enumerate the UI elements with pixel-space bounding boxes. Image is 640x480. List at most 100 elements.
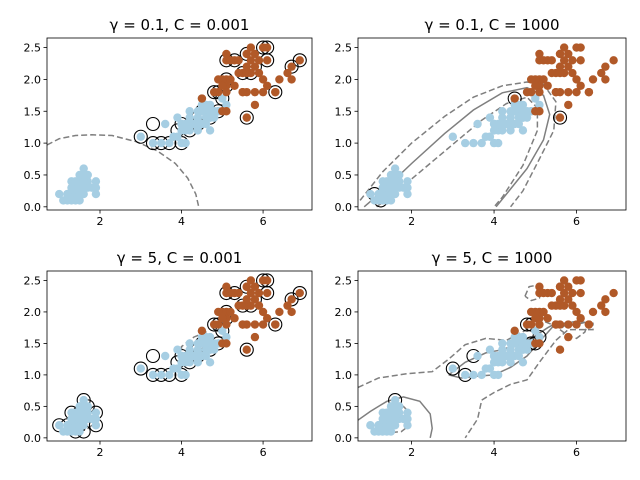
virginica-point <box>526 307 536 317</box>
versicolor-point <box>481 364 491 373</box>
virginica-point <box>564 100 573 110</box>
virginica-point <box>601 62 610 71</box>
support-vector-ring <box>268 317 283 332</box>
virginica-point <box>209 320 219 329</box>
virginica-point <box>535 339 544 348</box>
panel-title: γ = 0.1, C = 1000 <box>424 16 559 34</box>
y-tick-label: 2.5 <box>24 42 42 55</box>
virginica-point <box>522 320 532 329</box>
versicolor-point <box>165 370 174 380</box>
versicolor-point <box>218 326 227 336</box>
virginica-point <box>262 276 272 285</box>
virginica-point <box>250 87 260 97</box>
virginica-point <box>601 75 610 84</box>
y-tick-label: 0.5 <box>335 400 353 413</box>
virginica-point <box>584 320 594 329</box>
virginica-point <box>250 62 260 71</box>
panel-2: 2 4 6 0.0 0.5 1.0 1.5 2.0 2.5 γ = 0.1, C = 1000 <box>335 16 627 228</box>
virginica-point <box>555 68 565 78</box>
virginica-point <box>539 307 548 317</box>
virginica-point <box>295 288 304 298</box>
virginica-point <box>576 314 585 323</box>
versicolor-point <box>156 370 166 380</box>
versicolor-point <box>514 345 523 354</box>
setosa-point <box>71 177 80 186</box>
virginica-point <box>258 87 268 97</box>
virginica-point <box>510 94 519 103</box>
versicolor-point <box>193 113 203 122</box>
virginica-point <box>572 307 581 317</box>
panel-4: 2 4 6 0.0 0.5 1.0 1.5 2.0 2.5 γ = 5, C = 1000 <box>335 249 627 459</box>
versicolor-point <box>201 351 211 361</box>
virginica-point <box>576 288 585 298</box>
y-tick-label: 1.5 <box>24 337 42 350</box>
virginica-point <box>262 81 272 90</box>
versicolor-point <box>461 138 470 148</box>
virginica-point <box>543 314 552 323</box>
support-vector-ring <box>133 361 148 376</box>
versicolor-point <box>477 370 486 380</box>
x-tick-label: 2 <box>408 446 415 459</box>
virginica-point <box>254 56 264 65</box>
versicolor-point <box>498 113 507 122</box>
versicolor-point <box>461 370 470 380</box>
virginica-point <box>222 87 231 97</box>
versicolor-point <box>161 119 170 129</box>
setosa-point <box>403 421 412 430</box>
versicolor-point <box>136 132 145 141</box>
versicolor-point <box>531 326 540 336</box>
virginica-point <box>539 288 548 298</box>
virginica-point <box>559 56 569 65</box>
support-vector-ring <box>292 53 307 68</box>
virginica-point <box>226 288 235 298</box>
virginica-point <box>535 87 544 97</box>
virginica-point <box>222 339 231 348</box>
virginica-point <box>539 56 548 65</box>
setosa-point <box>79 183 88 192</box>
versicolor-point <box>185 339 194 348</box>
versicolor-point <box>181 138 190 148</box>
virginica-point <box>287 62 296 71</box>
versicolor-point <box>522 113 532 122</box>
versicolor-point <box>514 332 523 342</box>
virginica-point <box>576 43 585 52</box>
virginica-point <box>230 81 239 90</box>
versicolor-point <box>506 339 515 348</box>
virginica-point <box>531 314 540 323</box>
virginica-point <box>559 288 569 298</box>
axes-frame <box>357 270 627 442</box>
versicolor-point <box>531 94 540 103</box>
versicolor-point <box>535 332 544 342</box>
setosa-point <box>374 427 383 436</box>
support-vector-ring <box>239 342 254 357</box>
data-points <box>366 43 618 205</box>
setosa-point <box>79 164 88 173</box>
virginica-point <box>510 326 519 336</box>
data-points <box>366 276 618 436</box>
virginica-point <box>555 345 565 354</box>
axes-frame <box>46 37 313 211</box>
virginica-point <box>576 276 585 285</box>
versicolor-point <box>209 107 219 116</box>
virginica-point <box>572 75 581 84</box>
versicolor-point <box>201 113 211 122</box>
virginica-point <box>597 68 606 78</box>
setosa-point <box>91 421 101 430</box>
versicolor-point <box>218 94 227 103</box>
virginica-point <box>218 314 227 323</box>
virginica-point <box>559 276 569 285</box>
virginica-point <box>218 81 227 90</box>
y-tick-label: 0.5 <box>24 400 42 413</box>
virginica-point <box>543 81 552 90</box>
versicolor-point <box>181 370 190 380</box>
virginica-point <box>226 75 235 84</box>
virginica-point <box>535 320 544 329</box>
x-tick-label: 4 <box>178 446 185 459</box>
setosa-point <box>390 164 400 173</box>
versicolor-point <box>498 107 507 116</box>
x-tick-label: 4 <box>491 446 498 459</box>
virginica-point <box>551 320 561 329</box>
virginica-point <box>258 320 268 329</box>
versicolor-point <box>514 100 523 110</box>
y-tick-label: 1.5 <box>335 337 353 350</box>
